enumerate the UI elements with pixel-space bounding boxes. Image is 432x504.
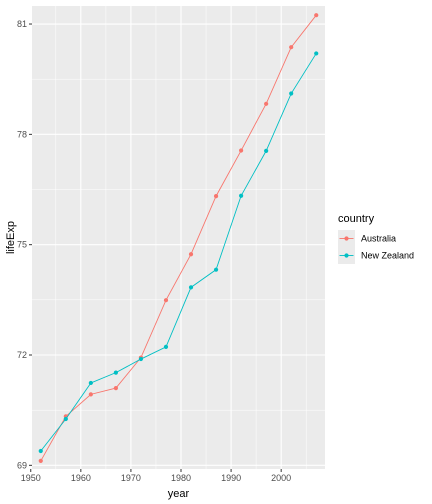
series-line-0 <box>40 14 317 462</box>
x-tick-label: 1990 <box>221 473 241 483</box>
data-point <box>239 148 244 153</box>
data-point <box>239 193 244 198</box>
data-point <box>264 101 269 106</box>
data-point <box>88 380 93 386</box>
y-axis-title: lifeExp <box>5 221 17 254</box>
data-point <box>314 51 319 56</box>
x-tick-label: 1950 <box>21 473 41 483</box>
x-axis: 1950 1960 1970 1980 1990 2000 <box>21 469 291 483</box>
minor-gridlines <box>32 6 325 469</box>
legend-key-point <box>344 236 349 241</box>
y-tick-label: 69 <box>17 460 27 470</box>
data-point <box>289 91 294 96</box>
data-point <box>38 448 43 454</box>
series-line-1 <box>40 53 317 452</box>
data-point <box>264 148 269 153</box>
data-point <box>188 252 194 257</box>
x-tick-label: 1980 <box>171 473 191 483</box>
data-point <box>188 285 194 290</box>
y-axis: 69 72 75 78 81 <box>17 19 32 470</box>
data-point <box>113 370 118 375</box>
y-tick-label: 78 <box>17 129 27 139</box>
x-tick-label: 2000 <box>271 473 291 483</box>
data-point <box>213 194 219 199</box>
major-gridlines <box>30 6 325 469</box>
legend: country Australia New Zealand <box>338 213 414 264</box>
y-tick-label: 72 <box>17 350 27 360</box>
data-point <box>113 385 118 391</box>
x-axis-title: year <box>168 488 190 500</box>
data-point <box>138 356 144 362</box>
legend-key-point <box>344 253 349 258</box>
y-tick-label: 81 <box>17 19 27 29</box>
x-tick-label: 1970 <box>121 473 141 483</box>
legend-entry-label: New Zealand <box>361 251 414 261</box>
data-point <box>88 392 93 397</box>
data-point <box>63 416 68 422</box>
x-tick-label: 1960 <box>71 473 91 483</box>
data-point <box>289 45 294 50</box>
data-point <box>314 13 319 18</box>
series-layer <box>38 13 319 464</box>
y-tick-label: 75 <box>17 240 27 250</box>
data-point <box>163 298 169 303</box>
data-point <box>38 458 43 464</box>
data-point <box>163 344 169 350</box>
legend-title: country <box>338 213 375 225</box>
legend-entry-label: Australia <box>361 234 396 244</box>
data-point <box>213 267 219 272</box>
